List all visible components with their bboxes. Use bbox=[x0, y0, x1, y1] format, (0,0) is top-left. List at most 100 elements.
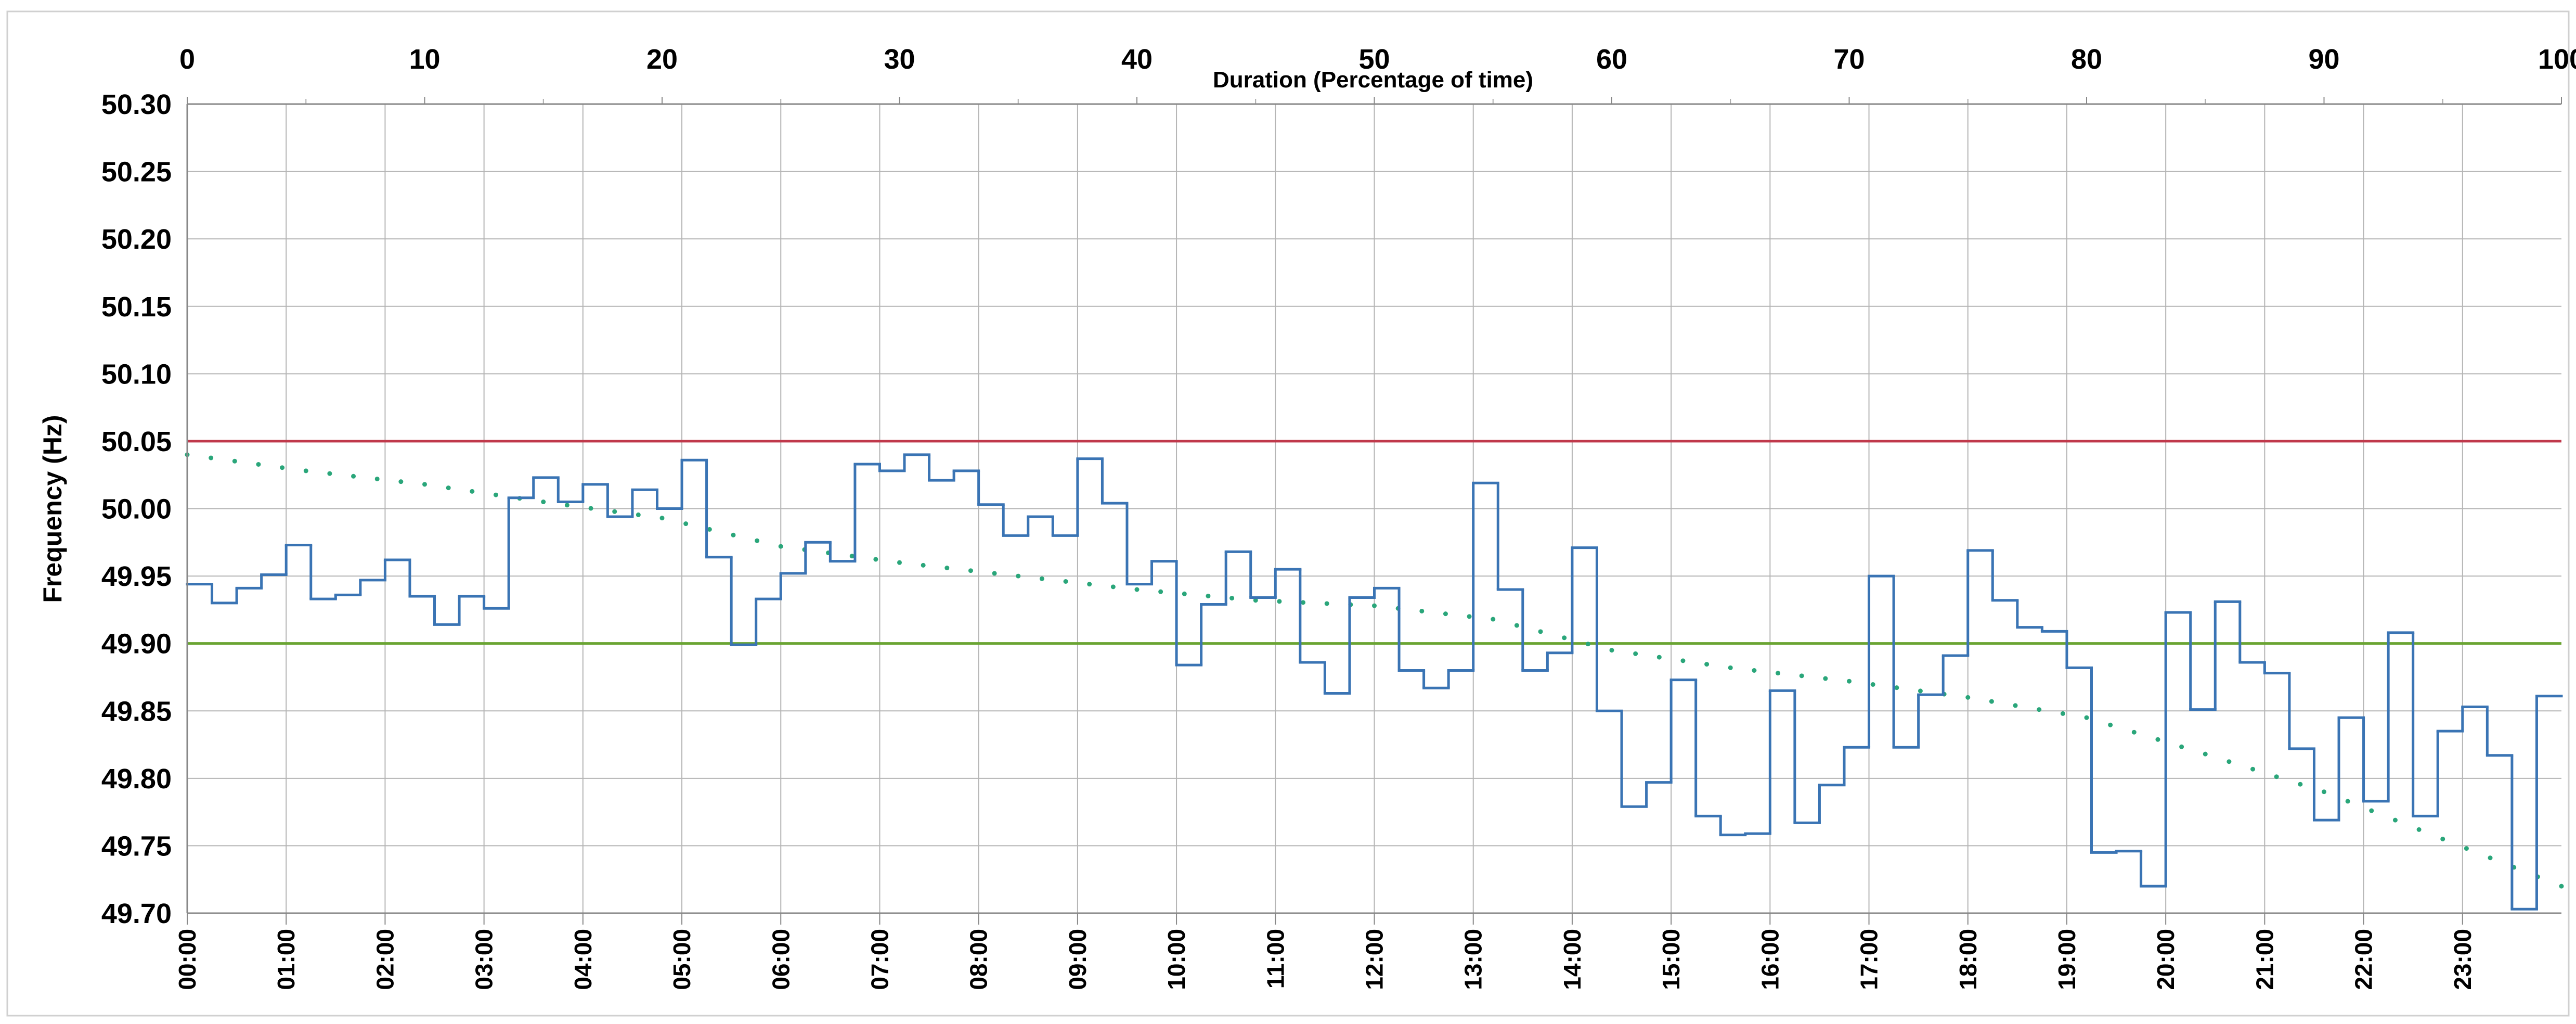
chart-border bbox=[6, 10, 2570, 1017]
duration-dot bbox=[1918, 688, 1923, 694]
duration-dot bbox=[755, 538, 760, 543]
time-tick-label: 02:00 bbox=[371, 929, 398, 990]
y-tick-label: 49.80 bbox=[101, 763, 172, 795]
duration-dot bbox=[1443, 611, 1448, 617]
duration-dot bbox=[2060, 711, 2065, 716]
duration-dot bbox=[446, 485, 451, 491]
duration-dot bbox=[1538, 629, 1543, 634]
duration-dot bbox=[1063, 579, 1068, 584]
time-tick-label: 14:00 bbox=[1559, 929, 1586, 990]
duration-point bbox=[2559, 884, 2564, 889]
series-layer bbox=[185, 452, 2564, 911]
duration-dot bbox=[256, 462, 261, 467]
duration-dot bbox=[493, 492, 498, 497]
duration-dot bbox=[731, 532, 736, 537]
duration-dot bbox=[2464, 846, 2469, 851]
duration-point bbox=[1728, 665, 1733, 670]
time-tick-label: 01:00 bbox=[273, 929, 300, 990]
top-tick-label: 100 bbox=[2538, 44, 2576, 75]
time-tick-label: 08:00 bbox=[965, 929, 992, 990]
time-tick-label: 20:00 bbox=[2152, 929, 2179, 990]
duration-dot bbox=[2037, 707, 2042, 712]
y-tick-label: 50.10 bbox=[101, 359, 172, 390]
duration-dot bbox=[2108, 722, 2113, 727]
time-tick-label: 07:00 bbox=[866, 929, 893, 990]
duration-dot bbox=[327, 471, 332, 476]
duration-dot bbox=[1301, 600, 1306, 605]
y-tick-label: 50.30 bbox=[101, 89, 172, 120]
duration-dot bbox=[2488, 855, 2493, 861]
duration-dot bbox=[2250, 766, 2256, 772]
duration-dot bbox=[683, 521, 689, 527]
duration-dot bbox=[2274, 774, 2279, 779]
duration-point bbox=[2440, 836, 2445, 841]
duration-point bbox=[659, 516, 665, 521]
duration-dot bbox=[2392, 817, 2398, 823]
duration-dot bbox=[1680, 658, 1686, 663]
time-tick-label: 16:00 bbox=[1756, 929, 1783, 990]
top-tick-label: 50 bbox=[1358, 44, 1390, 75]
duration-dot bbox=[1752, 668, 1757, 673]
duration-dot bbox=[588, 506, 593, 511]
top-tick-label: 20 bbox=[646, 44, 678, 75]
axes: 50.30 50.25 50.20 50.15 50.10 50.05 50.00 49.95… bbox=[101, 44, 2576, 990]
duration-point bbox=[1491, 617, 1496, 622]
duration-dot bbox=[849, 554, 855, 559]
time-tick-label: 00:00 bbox=[174, 929, 201, 990]
duration-point bbox=[897, 560, 902, 565]
y-axis-title: Frequency (Hz) bbox=[38, 415, 67, 603]
top-tick-label: 60 bbox=[1596, 44, 1627, 75]
y-tick-label: 50.20 bbox=[101, 224, 172, 255]
duration-dot bbox=[2345, 799, 2350, 804]
duration-dot bbox=[1467, 614, 1472, 619]
y-tick-label: 49.75 bbox=[101, 830, 172, 862]
duration-dot bbox=[2131, 729, 2137, 735]
duration-dot bbox=[1562, 635, 1567, 641]
duration-point bbox=[2084, 715, 2089, 720]
duration-dot bbox=[968, 568, 973, 573]
top-axis-title: Duration (Percentage of time) bbox=[1213, 67, 1533, 93]
top-tick-label: 10 bbox=[409, 44, 440, 75]
duration-dot bbox=[2155, 737, 2160, 742]
duration-dot bbox=[1704, 662, 1710, 667]
time-tick-label: 04:00 bbox=[569, 929, 597, 990]
duration-dot bbox=[873, 557, 878, 562]
time-tick-label: 12:00 bbox=[1361, 929, 1388, 990]
duration-dot bbox=[1776, 671, 1781, 676]
time-tick-label: 13:00 bbox=[1460, 929, 1487, 990]
y-tick-label: 50.15 bbox=[101, 291, 172, 323]
time-tick-label: 10:00 bbox=[1163, 929, 1190, 990]
duration-dot bbox=[2013, 703, 2018, 708]
y-tick-label: 50.25 bbox=[101, 157, 172, 188]
duration-dot bbox=[232, 458, 237, 464]
y-tick-label: 49.85 bbox=[101, 696, 172, 727]
duration-dot bbox=[1039, 576, 1044, 581]
top-tick-label: 80 bbox=[2071, 44, 2102, 75]
duration-dot bbox=[1229, 596, 1235, 601]
duration-dot bbox=[1514, 623, 1519, 628]
duration-point bbox=[1253, 598, 1258, 603]
top-tick-label: 40 bbox=[1121, 44, 1153, 75]
duration-dot bbox=[612, 509, 617, 514]
time-tick-label: 11:00 bbox=[1262, 929, 1289, 989]
y-tick-label: 49.70 bbox=[101, 898, 172, 929]
y-tick-label: 50.00 bbox=[101, 494, 172, 525]
duration-dot bbox=[1087, 582, 1092, 587]
duration-point bbox=[1016, 573, 1021, 579]
duration-dot bbox=[2369, 808, 2374, 813]
y-tick-label: 49.95 bbox=[101, 561, 172, 592]
duration-point bbox=[422, 482, 427, 487]
duration-dot bbox=[636, 512, 641, 517]
duration-point bbox=[2322, 789, 2326, 795]
duration-point bbox=[541, 500, 546, 505]
duration-dot bbox=[1158, 589, 1163, 594]
duration-point bbox=[1965, 695, 1971, 700]
duration-dot bbox=[1324, 601, 1329, 606]
duration-dot bbox=[1894, 685, 1899, 690]
duration-dot bbox=[1989, 699, 1994, 704]
duration-dot bbox=[992, 571, 997, 576]
duration-dot bbox=[470, 489, 475, 494]
duration-dot bbox=[351, 473, 356, 479]
top-tick-label: 0 bbox=[179, 44, 195, 75]
time-tick-label: 05:00 bbox=[668, 929, 695, 990]
